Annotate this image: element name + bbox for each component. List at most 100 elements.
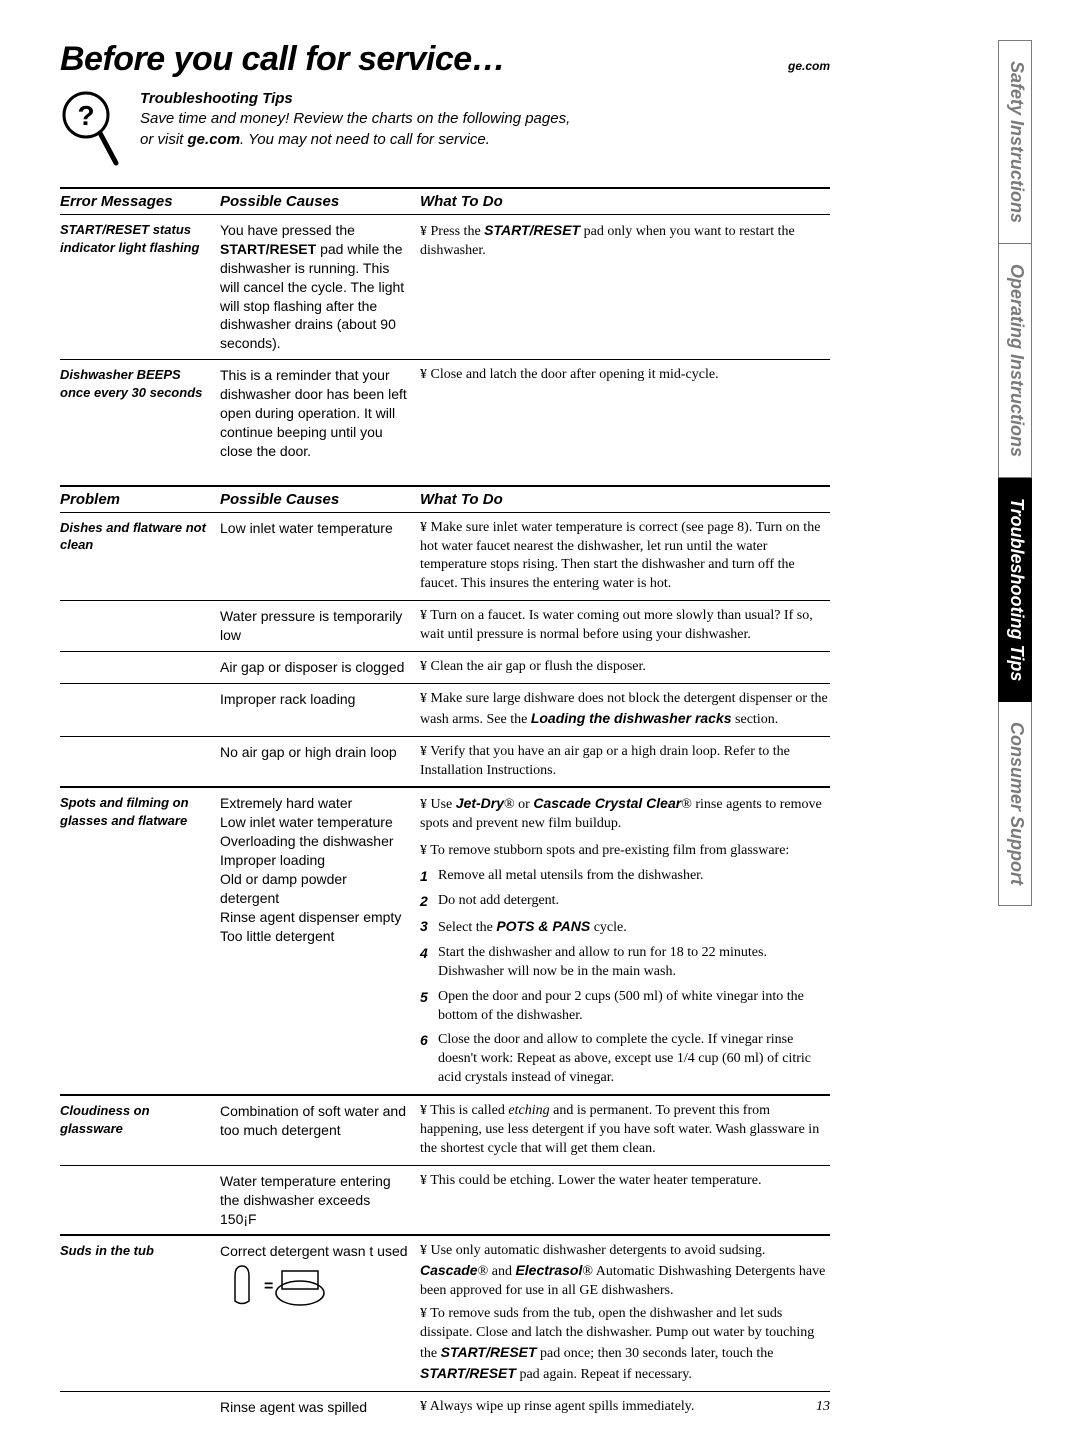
error-row-2: Dishwasher BEEPS once every 30 seconds T… bbox=[60, 359, 830, 466]
error-section: Error Messages Possible Causes What To D… bbox=[60, 187, 830, 467]
b bbox=[420, 1243, 431, 1258]
tab-safety[interactable]: Safety Instructions bbox=[998, 40, 1032, 244]
step3: 3Select the POTS & PANS cycle. bbox=[420, 917, 830, 938]
magnifier-icon: ? bbox=[60, 89, 120, 169]
step1: 1Remove all metal utensils from the dish… bbox=[420, 867, 830, 886]
b bbox=[420, 608, 430, 623]
p4r1-do: Use only automatic dishwasher detergents… bbox=[420, 1242, 830, 1384]
d: This is called etching and is permanent.… bbox=[420, 1102, 830, 1159]
err1-label: START/RESET status indicator light flash… bbox=[60, 221, 220, 353]
t: Verify that you have an air gap or a hig… bbox=[420, 744, 790, 778]
b bbox=[420, 1173, 430, 1188]
p2-causes: Extremely hard water Low inlet water tem… bbox=[220, 794, 420, 1088]
c: Overloading the dishwasher bbox=[220, 832, 408, 851]
c: Old or damp powder detergent bbox=[220, 870, 408, 908]
page-content: Before you call for service… ge.com ? Tr… bbox=[0, 0, 870, 1443]
t: Open the door and pour 2 cups (500 ml) o… bbox=[438, 988, 830, 1026]
err2-do: Close and latch the door after opening i… bbox=[420, 366, 830, 460]
c: Low inlet water temperature bbox=[220, 813, 408, 832]
t: To remove stubborn spots and pre-existin… bbox=[430, 843, 789, 858]
t: START/RESET bbox=[484, 222, 580, 238]
p1r1-cause: Low inlet water temperature bbox=[220, 519, 420, 595]
error-row-1: START/RESET status indicator light flash… bbox=[60, 215, 830, 359]
t: pad while the dishwasher is running. Thi… bbox=[220, 241, 404, 351]
p3r2: Water temperature entering the dishwashe… bbox=[60, 1165, 830, 1235]
t: Correct detergent wasn t used bbox=[220, 1242, 408, 1261]
page-title: Before you call for service… bbox=[60, 40, 505, 79]
t: This could be etching. Lower the water h… bbox=[430, 1173, 761, 1188]
intro-heading: Troubleshooting Tips bbox=[140, 89, 570, 109]
t: ® or bbox=[504, 797, 533, 812]
h-c3: What To Do bbox=[420, 193, 830, 210]
err2-label: Dishwasher BEEPS once every 30 seconds bbox=[60, 366, 220, 460]
c: Rinse agent was spilled bbox=[220, 1398, 420, 1417]
t: Start the dishwasher and allow to run fo… bbox=[438, 944, 830, 982]
t: pad once; then 30 seconds later, touch t… bbox=[537, 1346, 774, 1361]
tab-consumer[interactable]: Consumer Support bbox=[998, 702, 1032, 906]
intro-block: ? Troubleshooting Tips Save time and mon… bbox=[60, 89, 830, 169]
b bbox=[420, 1306, 430, 1321]
c: Water pressure is temporarily low bbox=[220, 607, 420, 645]
t: Always wipe up rinse agent spills immedi… bbox=[430, 1399, 695, 1414]
gecom-link: ge.com bbox=[788, 59, 830, 73]
p2-row: Spots and filming on glasses and flatwar… bbox=[60, 788, 830, 1094]
d: Turn on a faucet. Is water coming out mo… bbox=[420, 607, 830, 645]
step4: 4Start the dishwasher and allow to run f… bbox=[420, 944, 830, 982]
h-c3: What To Do bbox=[420, 491, 830, 508]
t: Make sure inlet water temperature is cor… bbox=[420, 520, 820, 592]
side-tabs: Safety Instructions Operating Instructio… bbox=[998, 40, 1032, 906]
t: Jet-Dry bbox=[456, 795, 504, 811]
t: Use bbox=[431, 797, 456, 812]
p4-row: Suds in the tub Correct detergent wasn t… bbox=[60, 1236, 830, 1390]
page-number: 13 bbox=[816, 1398, 830, 1417]
t: cycle. bbox=[590, 920, 627, 935]
p2-label: Spots and filming on glasses and flatwar… bbox=[60, 794, 220, 1088]
problem-headers: Problem Possible Causes What To Do bbox=[60, 487, 830, 512]
p1r5: No air gap or high drain loop Verify tha… bbox=[60, 736, 830, 787]
p3-row: Cloudiness on glassware Combination of s… bbox=[60, 1096, 830, 1165]
title-row: Before you call for service… ge.com bbox=[60, 40, 830, 79]
intro-l2-pre: or visit bbox=[140, 131, 188, 148]
b bbox=[420, 1399, 430, 1414]
t: POTS & PANS bbox=[496, 918, 590, 934]
tab-troubleshooting[interactable]: Troubleshooting Tips bbox=[998, 478, 1032, 702]
b bbox=[420, 797, 431, 812]
t: Select the POTS & PANS cycle. bbox=[438, 917, 627, 938]
t: This is called bbox=[430, 1103, 508, 1118]
err2-cause: This is a reminder that your dishwasher … bbox=[220, 366, 420, 460]
c: Improper loading bbox=[220, 851, 408, 870]
p2-do: Use Jet-Dry® or Cascade Crystal Clear® r… bbox=[420, 794, 830, 1088]
intro-text: Troubleshooting Tips Save time and money… bbox=[140, 89, 570, 150]
b bbox=[420, 1103, 430, 1118]
p4r1-cause: Correct detergent wasn t used = bbox=[220, 1242, 420, 1384]
err1-cause: You have pressed the START/RESET pad whi… bbox=[220, 221, 420, 353]
t: Clean the air gap or flush the disposer. bbox=[431, 659, 646, 674]
p3-label: Cloudiness on glassware bbox=[60, 1102, 220, 1159]
p4-label: Suds in the tub bbox=[60, 1242, 220, 1384]
c: No air gap or high drain loop bbox=[220, 743, 420, 781]
t: Electrasol bbox=[515, 1262, 582, 1278]
b bbox=[420, 744, 430, 759]
intro-line1: Save time and money! Review the charts o… bbox=[140, 109, 570, 129]
p1r3: Air gap or disposer is clogged Clean the… bbox=[60, 651, 830, 683]
step2: 2Do not add detergent. bbox=[420, 892, 830, 911]
p1-row: Dishes and flatware not clean Low inlet … bbox=[60, 513, 830, 601]
d: Make sure large dishware does not block … bbox=[420, 690, 830, 730]
d: Verify that you have an air gap or a hig… bbox=[420, 743, 830, 781]
detergent-icon: = bbox=[220, 1261, 330, 1311]
t: Close the door and allow to complete the… bbox=[438, 1031, 830, 1088]
step6: 6Close the door and allow to complete th… bbox=[420, 1031, 830, 1088]
t: Cascade Crystal Clear bbox=[533, 795, 681, 811]
step5: 5Open the door and pour 2 cups (500 ml) … bbox=[420, 988, 830, 1026]
t: Remove all metal utensils from the dishw… bbox=[438, 867, 704, 886]
p4r2: Rinse agent was spilled Always wipe up r… bbox=[60, 1391, 830, 1423]
t: Do not add detergent. bbox=[438, 892, 559, 911]
p1r2: Water pressure is temporarily low Turn o… bbox=[60, 600, 830, 651]
t: Select the bbox=[438, 920, 496, 935]
t: section. bbox=[732, 712, 779, 727]
c: Extremely hard water bbox=[220, 794, 408, 813]
t: Turn on a faucet. Is water coming out mo… bbox=[420, 608, 813, 642]
c: Improper rack loading bbox=[220, 690, 420, 730]
tab-operating[interactable]: Operating Instructions bbox=[998, 244, 1032, 478]
p1r1-do: Make sure inlet water temperature is cor… bbox=[420, 519, 830, 595]
